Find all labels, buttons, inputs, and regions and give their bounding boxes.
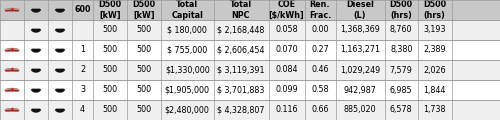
Text: 1,844: 1,844 xyxy=(424,85,446,95)
Polygon shape xyxy=(32,109,40,112)
Text: 1,029,249: 1,029,249 xyxy=(340,66,380,75)
Text: 500: 500 xyxy=(136,105,152,114)
Polygon shape xyxy=(32,69,40,72)
FancyBboxPatch shape xyxy=(0,80,500,100)
Text: 500: 500 xyxy=(136,66,152,75)
Text: D500
[kW]: D500 [kW] xyxy=(132,0,156,20)
Polygon shape xyxy=(56,9,64,12)
Text: 0.099: 0.099 xyxy=(275,85,298,95)
Polygon shape xyxy=(56,109,64,112)
Circle shape xyxy=(5,88,19,92)
Polygon shape xyxy=(56,89,64,92)
Circle shape xyxy=(5,108,19,112)
Text: 0.58: 0.58 xyxy=(311,85,329,95)
Text: 500: 500 xyxy=(136,25,152,34)
Text: 3,193: 3,193 xyxy=(424,25,446,34)
Text: 0.00: 0.00 xyxy=(311,25,329,34)
FancyBboxPatch shape xyxy=(0,40,500,60)
Text: D500
(hrs): D500 (hrs) xyxy=(390,0,413,20)
Circle shape xyxy=(5,68,19,72)
Text: 2,389: 2,389 xyxy=(424,45,446,54)
FancyBboxPatch shape xyxy=(0,20,500,40)
Text: 0.46: 0.46 xyxy=(311,66,329,75)
Text: 0.058: 0.058 xyxy=(275,25,298,34)
Text: 500: 500 xyxy=(102,85,118,95)
Text: 0.084: 0.084 xyxy=(276,66,298,75)
Text: 8,760: 8,760 xyxy=(390,25,412,34)
Circle shape xyxy=(5,48,19,52)
Text: 6,985: 6,985 xyxy=(390,85,412,95)
Text: 1,738: 1,738 xyxy=(424,105,446,114)
Text: $1,905,000: $1,905,000 xyxy=(165,85,210,95)
Text: 500: 500 xyxy=(102,25,118,34)
Circle shape xyxy=(5,8,19,12)
Text: 2: 2 xyxy=(80,66,85,75)
Text: 7,579: 7,579 xyxy=(390,66,412,75)
Text: 1,163,271: 1,163,271 xyxy=(340,45,380,54)
Text: 6,578: 6,578 xyxy=(390,105,412,114)
FancyBboxPatch shape xyxy=(0,0,500,20)
Text: 500: 500 xyxy=(136,85,152,95)
Text: $ 2,168,448: $ 2,168,448 xyxy=(218,25,264,34)
Text: $2,480,000: $2,480,000 xyxy=(165,105,210,114)
Polygon shape xyxy=(56,49,64,52)
Text: Total
NPC: Total NPC xyxy=(230,0,252,20)
Polygon shape xyxy=(32,29,40,32)
Text: D500
[kW]: D500 [kW] xyxy=(98,0,122,20)
FancyBboxPatch shape xyxy=(0,100,500,120)
Text: D500
(hrs): D500 (hrs) xyxy=(423,0,446,20)
Text: 500: 500 xyxy=(102,105,118,114)
Text: 600: 600 xyxy=(74,6,91,15)
Text: Ren.
Frac.: Ren. Frac. xyxy=(309,0,331,20)
Polygon shape xyxy=(32,9,40,12)
Polygon shape xyxy=(56,69,64,72)
Text: $ 3,119,391: $ 3,119,391 xyxy=(217,66,265,75)
Polygon shape xyxy=(56,29,64,32)
Text: 942,987: 942,987 xyxy=(344,85,376,95)
Text: 0.070: 0.070 xyxy=(275,45,298,54)
Text: $ 755,000: $ 755,000 xyxy=(167,45,207,54)
Text: Diesel
(L): Diesel (L) xyxy=(346,0,374,20)
Text: 500: 500 xyxy=(136,45,152,54)
Text: 3: 3 xyxy=(80,85,85,95)
Text: Total
Capital: Total Capital xyxy=(172,0,203,20)
Text: 0.116: 0.116 xyxy=(276,105,298,114)
Polygon shape xyxy=(32,49,40,52)
Text: $ 3,701,883: $ 3,701,883 xyxy=(218,85,264,95)
Text: 0.66: 0.66 xyxy=(311,105,329,114)
FancyBboxPatch shape xyxy=(0,60,500,80)
Text: 0.27: 0.27 xyxy=(311,45,329,54)
Text: $1,330,000: $1,330,000 xyxy=(165,66,210,75)
Text: $ 4,328,807: $ 4,328,807 xyxy=(217,105,265,114)
Text: 8,380: 8,380 xyxy=(390,45,412,54)
Text: 1,368,369: 1,368,369 xyxy=(340,25,380,34)
Polygon shape xyxy=(32,89,40,92)
Text: 500: 500 xyxy=(102,45,118,54)
Text: 885,020: 885,020 xyxy=(344,105,376,114)
Text: 2,026: 2,026 xyxy=(424,66,446,75)
Text: 500: 500 xyxy=(102,66,118,75)
Text: $ 180,000: $ 180,000 xyxy=(168,25,207,34)
Text: 1: 1 xyxy=(80,45,85,54)
Text: COE
[$/kWh]: COE [$/kWh] xyxy=(268,0,304,20)
Text: 4: 4 xyxy=(80,105,85,114)
Text: $ 2,606,454: $ 2,606,454 xyxy=(217,45,265,54)
